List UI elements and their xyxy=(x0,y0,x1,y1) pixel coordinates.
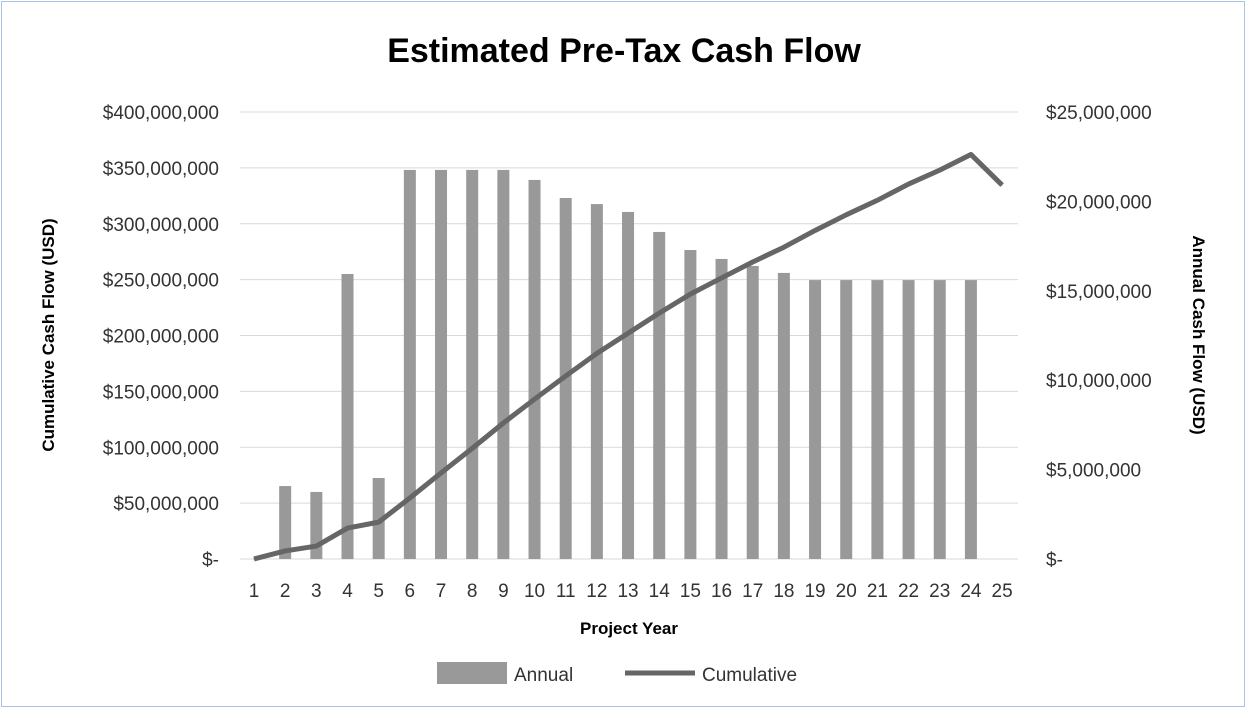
left-tick-label: $250,000,000 xyxy=(103,271,219,292)
cumulative-point xyxy=(565,375,567,377)
x-tick-label: 16 xyxy=(711,581,732,602)
cumulative-point xyxy=(253,558,255,560)
x-tick-label: 3 xyxy=(311,581,322,602)
legend-annual-swatch xyxy=(437,662,507,684)
left-tick-label: $400,000,000 xyxy=(103,103,219,124)
cumulative-point xyxy=(596,352,598,354)
cumulative-point xyxy=(440,472,442,474)
cumulative-point xyxy=(970,153,972,155)
annual-bar xyxy=(435,169,448,559)
x-tick-label: 5 xyxy=(373,581,384,602)
x-tick-label: 20 xyxy=(836,581,857,602)
x-tick-label: 24 xyxy=(960,581,982,602)
annual-bar xyxy=(279,486,292,559)
annual-bar xyxy=(871,280,884,559)
left-tick-label: $350,000,000 xyxy=(103,159,219,180)
annual-bar xyxy=(653,231,666,559)
annual-bar xyxy=(715,258,728,559)
cumulative-point xyxy=(471,447,473,449)
cumulative-point xyxy=(689,293,691,295)
annual-bar xyxy=(684,250,697,559)
annual-bar xyxy=(902,280,915,559)
chart-title: Estimated Pre-Tax Cash Flow xyxy=(387,32,861,70)
x-tick-label: 23 xyxy=(929,581,950,602)
left-tick-label: $- xyxy=(202,550,219,571)
x-tick-label: 13 xyxy=(617,581,638,602)
annual-bar xyxy=(777,272,790,559)
cumulative-point xyxy=(752,261,754,263)
x-tick-label: 21 xyxy=(867,581,888,602)
x-tick-label: 14 xyxy=(649,581,671,602)
cumulative-point xyxy=(409,497,411,499)
x-tick-label: 1 xyxy=(249,581,260,602)
cumulative-point xyxy=(721,277,723,279)
x-tick-label: 2 xyxy=(280,581,291,602)
annual-bar xyxy=(964,280,977,559)
cumulative-point xyxy=(783,246,785,248)
right-tick-label: $10,000,000 xyxy=(1046,371,1152,392)
annual-bar xyxy=(809,280,822,559)
cumulative-point xyxy=(315,545,317,547)
annual-bar xyxy=(497,169,510,559)
left-axis-label: Cumulative Cash Flow (USD) xyxy=(39,218,58,451)
cumulative-point xyxy=(845,214,847,216)
x-tick-label: 11 xyxy=(556,581,576,602)
cumulative-point xyxy=(502,422,504,424)
right-tick-label: $5,000,000 xyxy=(1046,461,1141,482)
x-tick-label: 8 xyxy=(467,581,478,602)
left-tick-label: $100,000,000 xyxy=(103,438,219,459)
cumulative-point xyxy=(1001,184,1003,186)
annual-bar xyxy=(372,478,385,559)
x-tick-label: 4 xyxy=(342,581,353,602)
right-tick-label: $25,000,000 xyxy=(1046,103,1152,124)
cumulative-point xyxy=(284,550,286,552)
annual-bar xyxy=(933,280,946,559)
annual-bar xyxy=(746,265,759,559)
annual-bar xyxy=(590,204,603,559)
cumulative-point xyxy=(939,169,941,171)
annual-bar xyxy=(840,280,853,559)
annual-bar xyxy=(466,169,479,559)
x-tick-label: 10 xyxy=(524,581,545,602)
x-tick-label: 19 xyxy=(804,581,825,602)
cumulative-point xyxy=(534,398,536,400)
cumulative-point xyxy=(378,521,380,523)
x-tick-label: 15 xyxy=(680,581,701,602)
cumulative-point xyxy=(876,199,878,201)
cumulative-point xyxy=(627,332,629,334)
x-tick-label: 7 xyxy=(436,581,447,602)
left-tick-label: $50,000,000 xyxy=(113,494,219,515)
annual-bar xyxy=(341,273,354,559)
x-tick-label: 22 xyxy=(898,581,919,602)
annual-bar xyxy=(622,211,635,559)
cumulative-point xyxy=(814,229,816,231)
x-tick-label: 25 xyxy=(992,581,1013,602)
annual-bar xyxy=(403,169,416,559)
legend-annual-label: Annual xyxy=(514,665,573,686)
x-tick-label: 9 xyxy=(498,581,509,602)
annual-bar xyxy=(528,179,541,559)
left-tick-label: $150,000,000 xyxy=(103,382,219,403)
right-axis-label: Annual Cash Flow (USD) xyxy=(1189,235,1208,434)
left-tick-label: $200,000,000 xyxy=(103,327,219,348)
cumulative-point xyxy=(908,183,910,185)
legend-cumulative-label: Cumulative xyxy=(702,665,797,686)
x-tick-label: 12 xyxy=(586,581,607,602)
x-tick-label: 6 xyxy=(405,581,416,602)
x-tick-label: 17 xyxy=(742,581,763,602)
x-axis-label: Project Year xyxy=(580,619,678,638)
right-tick-label: $15,000,000 xyxy=(1046,282,1152,303)
right-tick-label: $- xyxy=(1046,550,1063,571)
cumulative-point xyxy=(347,527,349,529)
cumulative-point xyxy=(658,312,660,314)
x-tick-label: 18 xyxy=(773,581,794,602)
left-tick-label: $300,000,000 xyxy=(103,215,219,236)
right-tick-label: $20,000,000 xyxy=(1046,192,1152,213)
